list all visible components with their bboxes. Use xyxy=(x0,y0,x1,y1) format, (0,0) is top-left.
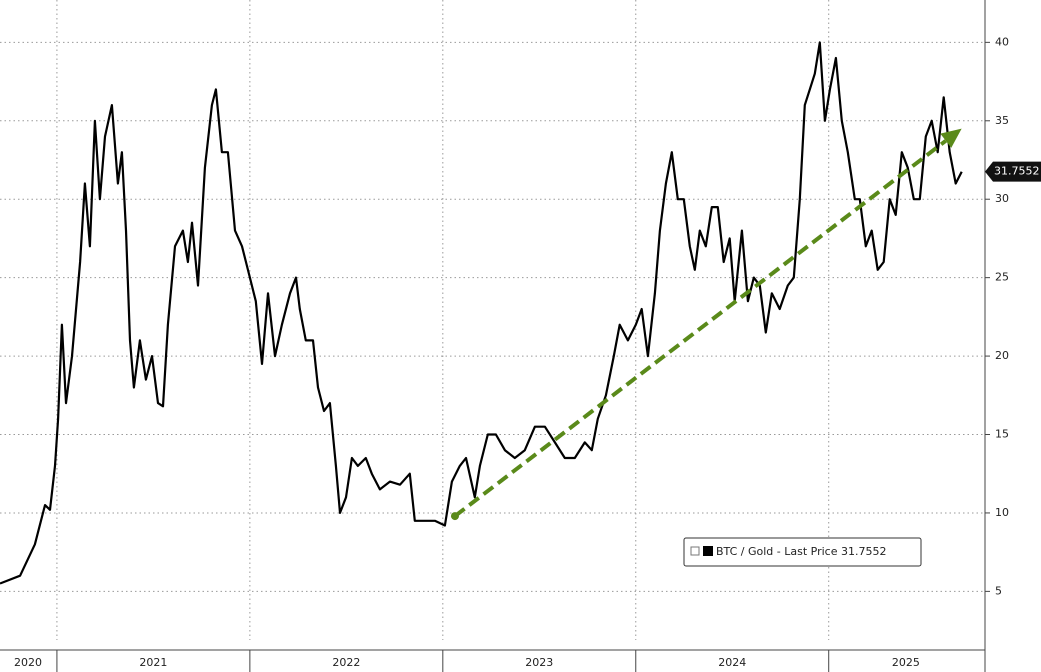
y-tick-label: 20 xyxy=(995,349,1009,362)
legend-toggle xyxy=(690,546,700,556)
y-tick-label: 5 xyxy=(995,584,1002,597)
x-tick-label: 2023 xyxy=(525,656,553,669)
y-tick-label: 40 xyxy=(995,35,1009,48)
y-tick-label: 10 xyxy=(995,506,1009,519)
x-tick-label: 2021 xyxy=(139,656,167,669)
x-tick-label: 2020 xyxy=(14,656,42,669)
y-tick-label: 30 xyxy=(995,192,1009,205)
legend-box xyxy=(683,537,922,567)
data-line xyxy=(0,41,963,585)
last-price-label: 31.7552 xyxy=(994,165,1040,178)
x-tick-label: 2025 xyxy=(892,656,920,669)
x-tick-label: 2024 xyxy=(718,656,746,669)
y-tick-label: 25 xyxy=(995,271,1009,284)
legend-label: BTC / Gold - Last Price 31.7552 xyxy=(716,545,886,558)
last-price-tag xyxy=(985,161,1041,182)
legend-swatch xyxy=(703,546,713,556)
legend: BTC / Gold - Last Price 31.7552 xyxy=(683,537,922,567)
x-tick-label: 2022 xyxy=(332,656,360,669)
trend-arrowhead xyxy=(940,128,962,148)
y-tick-label: 35 xyxy=(995,114,1009,127)
y-tick-label: 15 xyxy=(995,428,1009,441)
trend-start xyxy=(450,512,459,521)
trend-line xyxy=(453,139,947,518)
